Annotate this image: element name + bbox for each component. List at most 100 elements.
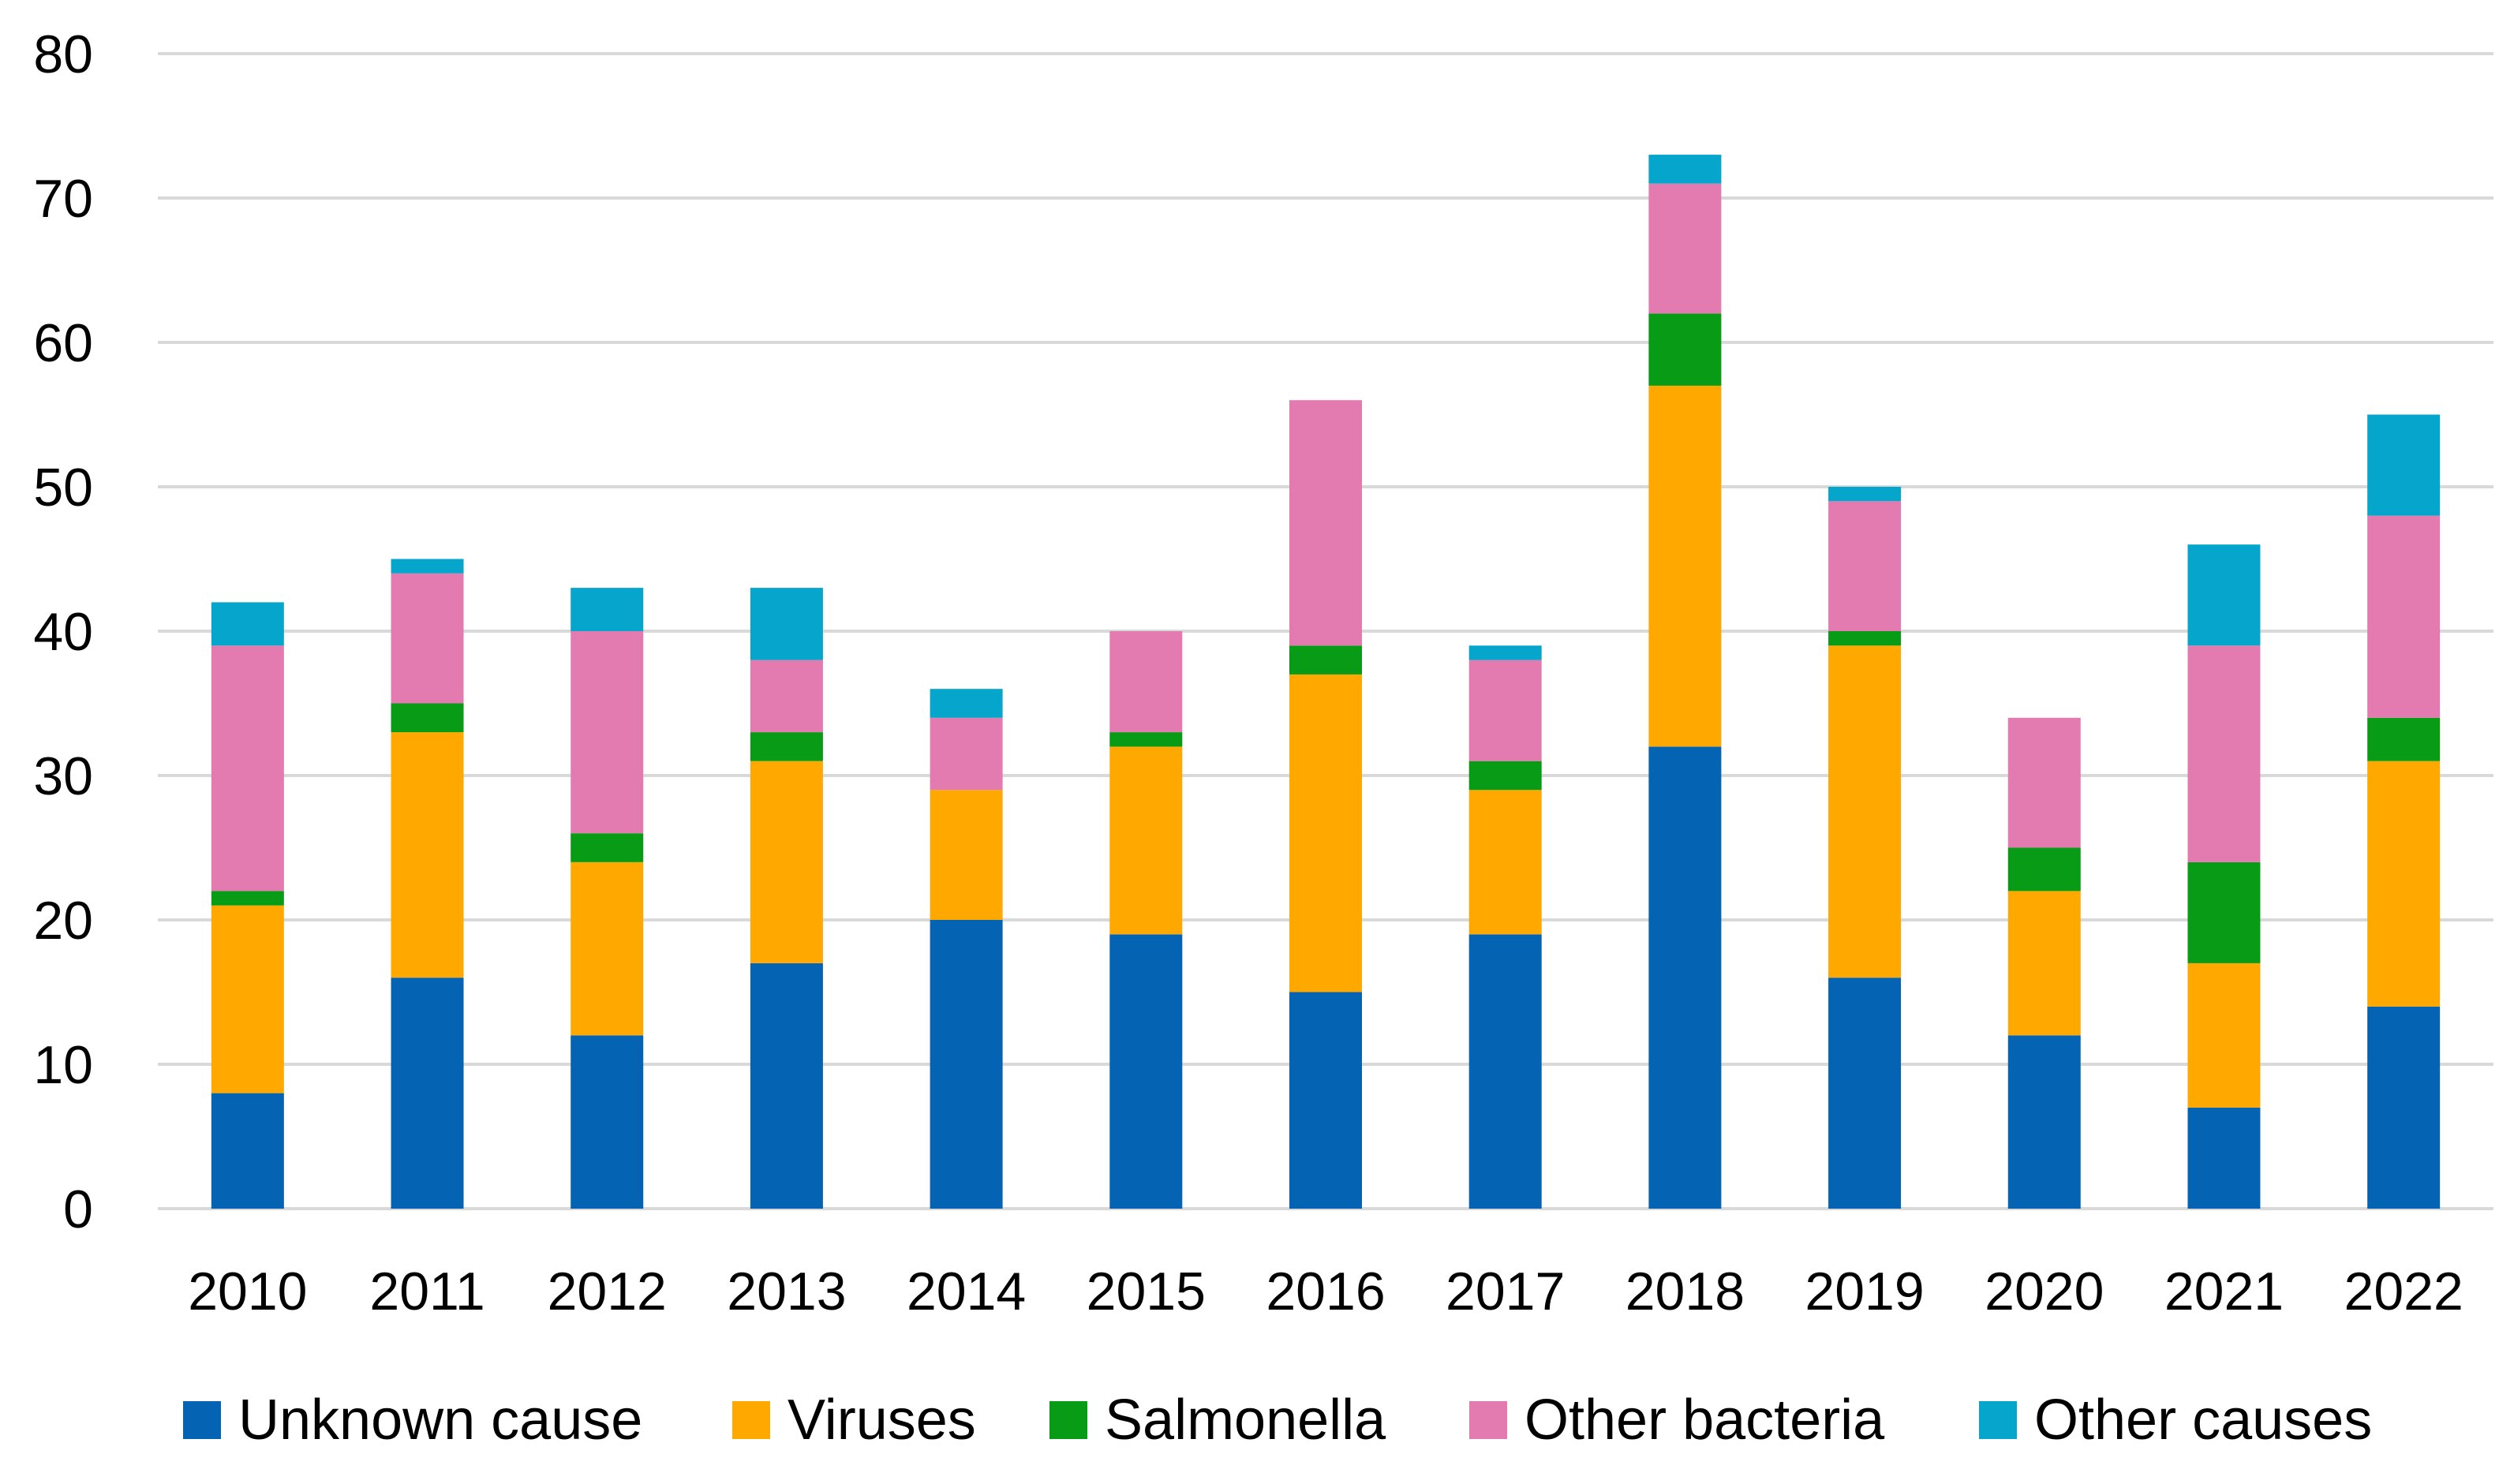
bar-segment-viruses-2021 bbox=[2187, 963, 2261, 1108]
bar-stack-2021 bbox=[2187, 544, 2261, 1209]
bar-segment-other-bacteria-2014 bbox=[930, 717, 1003, 791]
bar-segment-unknown-cause-2011 bbox=[391, 977, 464, 1209]
legend-swatch bbox=[1979, 1401, 2017, 1439]
bar-segment-other-causes-2021 bbox=[2187, 544, 2261, 646]
bar-segment-other-bacteria-2012 bbox=[571, 631, 644, 834]
bar-segment-unknown-cause-2021 bbox=[2187, 1107, 2261, 1209]
x-tick-label: 2018 bbox=[1625, 1262, 1745, 1321]
bar-segment-salmonella-2010 bbox=[211, 891, 284, 906]
legend-item-other-causes: Other causes bbox=[1979, 1389, 2372, 1452]
bar-stack-2014 bbox=[930, 689, 1003, 1209]
bar-segment-viruses-2011 bbox=[391, 732, 464, 978]
bar-segment-viruses-2012 bbox=[571, 862, 644, 1036]
bar-segment-unknown-cause-2022 bbox=[2367, 1006, 2441, 1209]
bar-segment-viruses-2017 bbox=[1468, 790, 1542, 935]
bar-segment-other-bacteria-2022 bbox=[2367, 515, 2441, 718]
legend-swatch bbox=[1049, 1401, 1087, 1439]
y-tick-label: 0 bbox=[63, 1179, 93, 1239]
x-tick-label: 2015 bbox=[1087, 1262, 1206, 1321]
y-tick-label: 20 bbox=[33, 891, 93, 951]
bar-segment-other-causes-2010 bbox=[211, 602, 284, 646]
bar-segment-unknown-cause-2016 bbox=[1289, 992, 1362, 1209]
legend-label: Salmonella bbox=[1105, 1389, 1386, 1452]
bar-segment-salmonella-2019 bbox=[1828, 631, 1902, 646]
bar-segment-other-bacteria-2018 bbox=[1648, 183, 1722, 314]
x-tick-label: 2020 bbox=[1985, 1262, 2104, 1321]
y-tick-label: 70 bbox=[33, 169, 93, 229]
bar-segment-viruses-2015 bbox=[1109, 746, 1183, 935]
y-tick-label: 80 bbox=[33, 24, 93, 84]
legend-swatch bbox=[183, 1401, 221, 1439]
bar-segment-viruses-2018 bbox=[1648, 385, 1722, 747]
bar-stack-2012 bbox=[571, 588, 644, 1209]
bar-segment-unknown-cause-2010 bbox=[211, 1093, 284, 1209]
bar-segment-salmonella-2011 bbox=[391, 703, 464, 733]
legend-swatch bbox=[1469, 1401, 1507, 1439]
bar-segment-salmonella-2015 bbox=[1109, 732, 1183, 747]
bar-segment-other-bacteria-2015 bbox=[1109, 631, 1183, 733]
bar-segment-other-causes-2012 bbox=[571, 588, 644, 631]
bar-segment-salmonella-2013 bbox=[750, 732, 823, 761]
bar-segment-other-bacteria-2020 bbox=[2007, 717, 2081, 848]
bar-segment-salmonella-2017 bbox=[1468, 761, 1542, 791]
bar-stack-2017 bbox=[1468, 645, 1542, 1209]
x-tick-label: 2010 bbox=[188, 1262, 307, 1321]
legend-item-unknown-cause: Unknown cause bbox=[183, 1389, 642, 1452]
bar-segment-unknown-cause-2018 bbox=[1648, 746, 1722, 1209]
x-tick-label: 2021 bbox=[2164, 1262, 2284, 1321]
x-tick-label: 2019 bbox=[1805, 1262, 1924, 1321]
bar-stack-2011 bbox=[391, 559, 464, 1209]
bar-segment-salmonella-2020 bbox=[2007, 847, 2081, 892]
bar-segment-other-bacteria-2016 bbox=[1289, 400, 1362, 646]
bar-segment-other-bacteria-2021 bbox=[2187, 645, 2261, 862]
bar-segment-other-causes-2014 bbox=[930, 689, 1003, 718]
bar-segment-other-bacteria-2013 bbox=[750, 660, 823, 733]
bar-segment-viruses-2014 bbox=[930, 790, 1003, 920]
bar-segment-salmonella-2022 bbox=[2367, 717, 2441, 761]
x-tick-label: 2016 bbox=[1266, 1262, 1385, 1321]
bar-segment-viruses-2016 bbox=[1289, 674, 1362, 992]
bar-segment-unknown-cause-2019 bbox=[1828, 977, 1902, 1209]
bar-segment-other-bacteria-2011 bbox=[391, 573, 464, 704]
legend: Unknown cause Viruses Salmonella Other bact… bbox=[183, 1389, 2372, 1452]
legend-label: Other bacteria bbox=[1524, 1389, 1885, 1452]
bar-segment-unknown-cause-2012 bbox=[571, 1035, 644, 1209]
x-tick-label: 2014 bbox=[907, 1262, 1026, 1321]
y-tick-label: 10 bbox=[33, 1035, 93, 1095]
bar-segment-unknown-cause-2014 bbox=[930, 920, 1003, 1209]
bar-segment-other-bacteria-2010 bbox=[211, 645, 284, 892]
bar-segment-salmonella-2018 bbox=[1648, 313, 1722, 386]
bar-stack-2013 bbox=[750, 588, 823, 1209]
y-tick-label: 40 bbox=[33, 602, 93, 662]
x-axis: 2010 2011 2012 2013 2014 2015 2016 2017 2018 2019… bbox=[188, 1262, 2463, 1321]
bar-segment-unknown-cause-2015 bbox=[1109, 934, 1183, 1209]
bar-segment-other-causes-2017 bbox=[1468, 645, 1542, 660]
y-axis: 0 10 20 30 40 50 60 70 80 bbox=[33, 24, 93, 1239]
bar-segment-viruses-2010 bbox=[211, 905, 284, 1093]
bar-segment-other-causes-2013 bbox=[750, 588, 823, 660]
bar-segment-salmonella-2016 bbox=[1289, 645, 1362, 675]
bar-segment-other-causes-2019 bbox=[1828, 487, 1902, 502]
bar-segment-unknown-cause-2020 bbox=[2007, 1035, 2081, 1209]
legend-item-viruses: Viruses bbox=[732, 1389, 976, 1452]
y-tick-label: 30 bbox=[33, 746, 93, 806]
legend-swatch bbox=[732, 1401, 770, 1439]
bar-stack-2022 bbox=[2367, 414, 2441, 1209]
bar-stack-2019 bbox=[1828, 487, 1902, 1209]
bar-segment-viruses-2019 bbox=[1828, 645, 1902, 978]
x-tick-label: 2022 bbox=[2344, 1262, 2463, 1321]
bar-segment-salmonella-2021 bbox=[2187, 862, 2261, 963]
bar-segment-other-causes-2011 bbox=[391, 559, 464, 574]
bar-segment-salmonella-2012 bbox=[571, 833, 644, 862]
bar-segment-viruses-2013 bbox=[750, 761, 823, 963]
bar-segment-viruses-2020 bbox=[2007, 891, 2081, 1036]
bar-segment-other-causes-2022 bbox=[2367, 414, 2441, 516]
bar-stack-2015 bbox=[1109, 631, 1183, 1209]
y-tick-label: 50 bbox=[33, 458, 93, 518]
bar-segment-other-bacteria-2017 bbox=[1468, 660, 1542, 761]
bar-segment-unknown-cause-2013 bbox=[750, 963, 823, 1209]
legend-label: Viruses bbox=[787, 1389, 976, 1452]
bar-segment-other-causes-2018 bbox=[1648, 155, 1722, 184]
bar-segment-other-bacteria-2019 bbox=[1828, 501, 1902, 631]
